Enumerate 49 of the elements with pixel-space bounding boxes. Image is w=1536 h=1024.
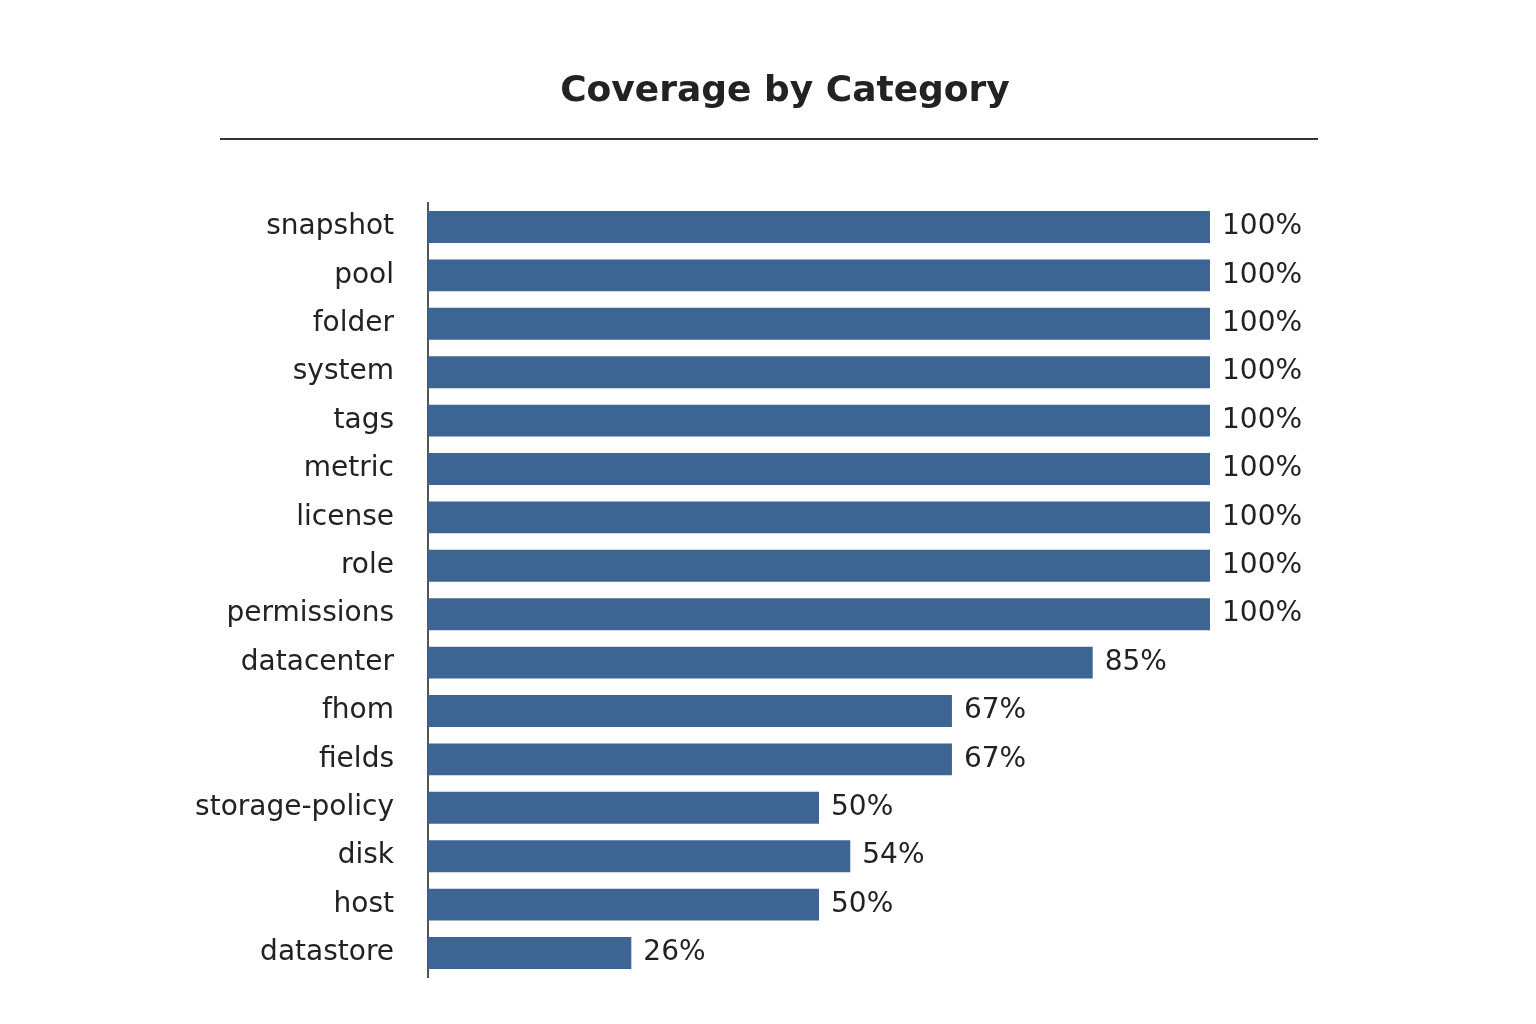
bar [428, 356, 1210, 389]
data-label: 67% [963, 692, 1027, 726]
bar [428, 695, 952, 727]
bar [428, 598, 1210, 631]
data-label: 85% [1104, 643, 1167, 677]
data-label: 100% [1222, 547, 1303, 581]
y-tick-label: license [296, 498, 394, 532]
y-tick-label: host [333, 885, 395, 919]
data-label: 26% [643, 934, 706, 968]
bar [428, 404, 1210, 437]
y-tick-label: folder [312, 305, 395, 339]
y-tick-label: role [340, 547, 394, 581]
bar [428, 743, 952, 776]
data-label: 100% [1222, 208, 1303, 242]
bar [428, 501, 1210, 534]
data-label: 67% [963, 740, 1027, 774]
y-tick-label: permissions [226, 595, 394, 629]
y-tick-label: snapshot [266, 208, 395, 242]
y-tick-label: fhom [321, 692, 394, 726]
data-label: 100% [1222, 256, 1303, 290]
y-tick-label: fields [318, 740, 394, 774]
data-label: 100% [1222, 450, 1303, 484]
y-tick-label: datastore [260, 934, 394, 968]
data-label: 100% [1222, 305, 1303, 339]
data-label: 54% [862, 837, 925, 871]
bar [428, 937, 632, 969]
y-tick-label: datacenter [240, 643, 395, 677]
bar [428, 840, 851, 873]
y-tick-label: disk [337, 837, 395, 871]
bar [428, 646, 1093, 679]
bar [428, 791, 819, 824]
bar [428, 453, 1210, 485]
data-label: 100% [1222, 595, 1303, 629]
y-tick-label: tags [333, 401, 394, 435]
data-label: 50% [831, 885, 894, 919]
bar [428, 211, 1210, 243]
bar [428, 549, 1210, 582]
chart-title: Coverage by Category [559, 68, 1011, 109]
data-label: 100% [1222, 498, 1303, 532]
y-tick-label: pool [334, 256, 394, 290]
bar [428, 888, 819, 921]
y-tick-label: metric [303, 450, 394, 484]
bar [428, 307, 1210, 340]
data-label: 100% [1222, 353, 1303, 387]
y-tick-label: system [292, 353, 394, 387]
y-tick-label: storage-policy [195, 789, 394, 823]
data-label: 50% [831, 789, 894, 823]
data-label: 100% [1222, 401, 1303, 435]
bar [428, 259, 1210, 292]
